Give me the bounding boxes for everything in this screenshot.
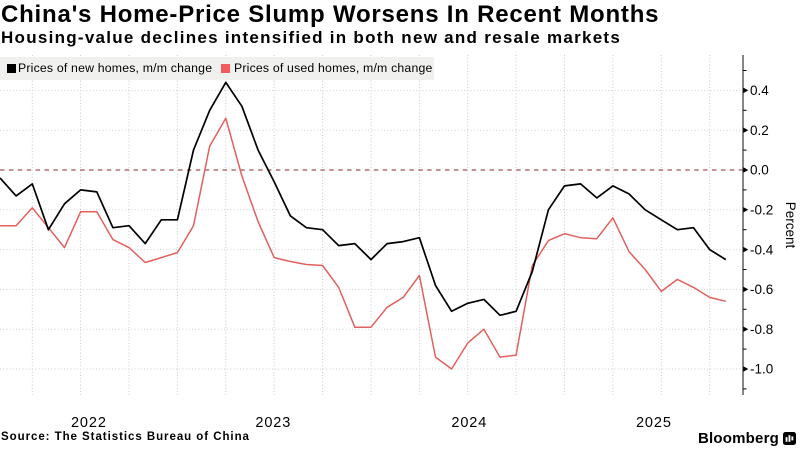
svg-text:2022: 2022 xyxy=(71,415,107,431)
svg-text:-1.0: -1.0 xyxy=(750,362,773,377)
svg-text:0.2: 0.2 xyxy=(750,123,769,138)
svg-text:Percent: Percent xyxy=(783,202,798,249)
svg-text:-0.6: -0.6 xyxy=(750,282,773,297)
svg-text:-0.8: -0.8 xyxy=(750,322,773,337)
svg-text:0.0: 0.0 xyxy=(750,163,769,178)
svg-text:-0.2: -0.2 xyxy=(750,203,773,218)
svg-text:0.4: 0.4 xyxy=(750,83,769,98)
svg-text:2024: 2024 xyxy=(451,415,487,431)
svg-text:2025: 2025 xyxy=(636,415,672,431)
svg-text:-0.4: -0.4 xyxy=(750,242,774,257)
svg-text:2023: 2023 xyxy=(255,415,291,431)
